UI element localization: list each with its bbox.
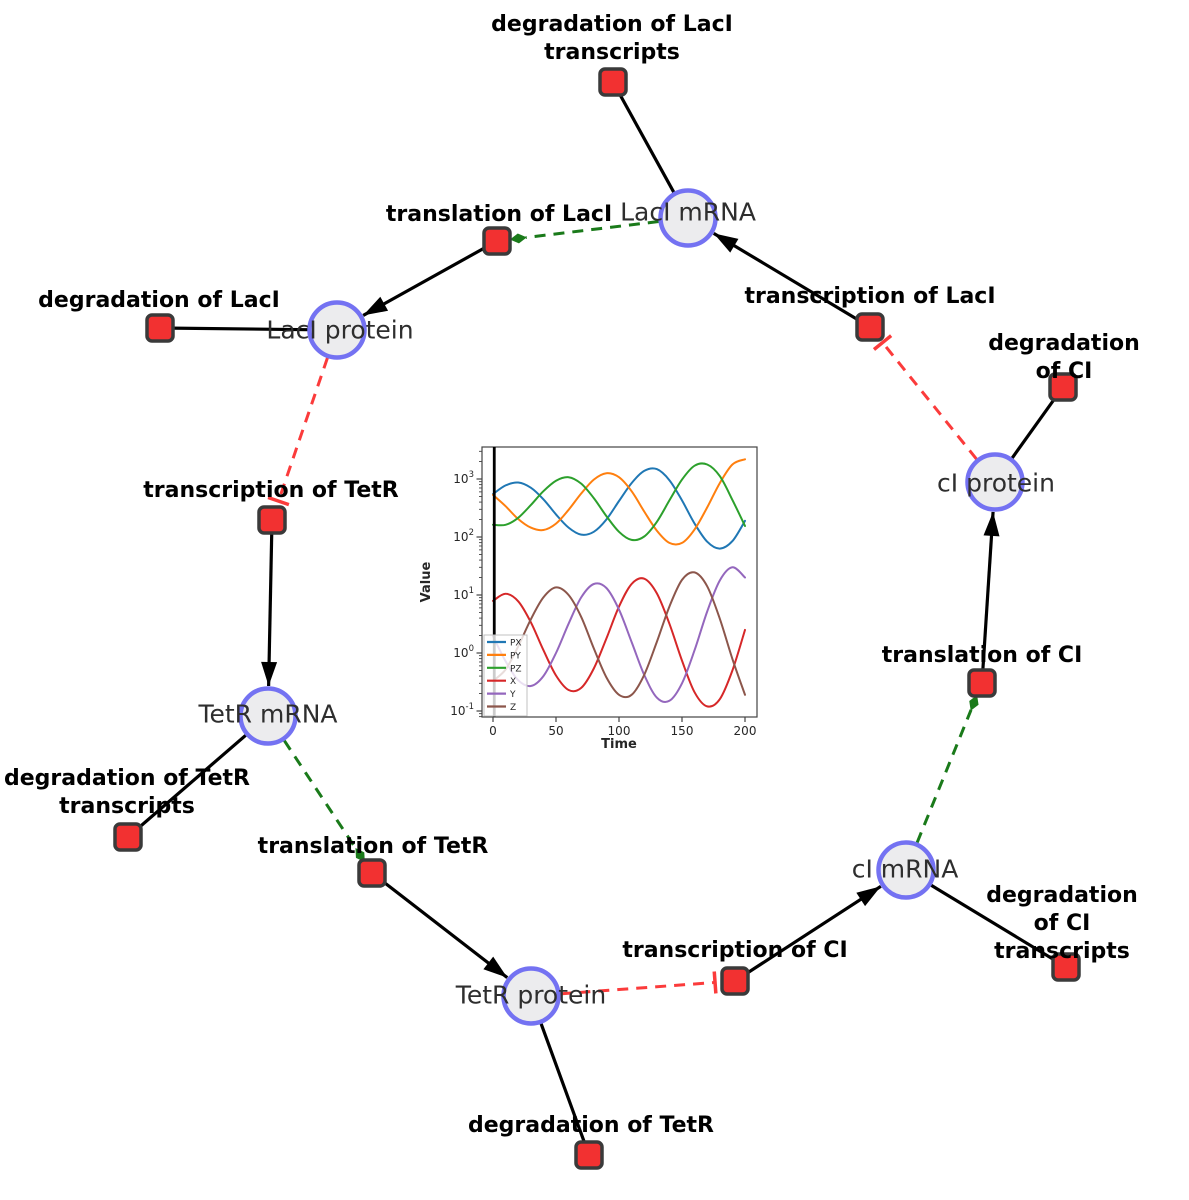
edge-product-transcription-of-tetr-to-tetr-mrna (267, 519, 274, 687)
series-PY (492, 458, 746, 546)
edge-inhibition-laci-protein-to-transcription-of-tetr-tbar (267, 495, 290, 507)
reaction-node-degradation-of-laci-transcripts (598, 67, 628, 97)
edge-product-transcription-of-tetr-to-tetr-mrna-arrowhead (261, 661, 278, 687)
edge-modifier-tetr-mrna-to-translation-of-tetr (283, 739, 358, 850)
legend-box (483, 634, 528, 717)
legend-label-Z: Z (510, 703, 516, 713)
edge-reactant-tetr-mrna-to-degradation-of-tetr-transcripts (126, 734, 247, 839)
edge-product-translation-of-laci-to-laci-protein-arrowhead (363, 296, 389, 316)
x-tick-label: 100 (608, 724, 631, 738)
x-tick-label: 200 (734, 724, 757, 738)
edge-product-transcription-of-laci-to-laci-mrna (712, 232, 871, 329)
edge-product-transcription-of-laci-to-laci-mrna-arrowhead (713, 233, 739, 253)
edge-modifier-laci-mrna-to-translation-of-laci (525, 220, 659, 240)
x-tick-label: 50 (548, 724, 563, 738)
series-PX (492, 467, 746, 550)
edge-modifier-ci-mrna-to-translation-of-ci-arrowhead (969, 695, 979, 711)
legend-label-X: X (510, 677, 516, 687)
edge-product-translation-of-ci-to-ci-protein-arrowhead (983, 511, 1000, 537)
reaction-node-degradation-of-laci (145, 313, 175, 343)
reaction-node-translation-of-laci (482, 226, 512, 256)
x-tick-label: 150 (671, 724, 694, 738)
edge-modifier-laci-mrna-to-translation-of-laci-arrowhead (509, 233, 527, 244)
species-node-ci-protein (965, 452, 1025, 512)
edge-inhibition-tetr-protein-to-transcription-of-ci (560, 980, 716, 996)
edge-reactant-ci-mrna-to-degradation-of-ci-transcripts (930, 883, 1067, 969)
legend-label-PY: PY (510, 651, 521, 661)
reaction-node-transcription-of-ci (720, 966, 750, 996)
reaction-node-translation-of-tetr (357, 858, 387, 888)
species-node-tetr-protein (501, 966, 561, 1026)
x-axis-label: Time (601, 737, 637, 752)
y-tick-label: 103 (453, 470, 474, 486)
edge-reactant-laci-mrna-to-degradation-of-laci-transcripts (611, 81, 676, 193)
reaction-node-translation-of-ci (967, 668, 997, 698)
y-tick-label: 100 (453, 644, 474, 660)
series-Z (492, 571, 746, 699)
y-tick-label: 10-1 (450, 702, 474, 718)
species-node-laci-mrna (658, 188, 718, 248)
species-node-laci-protein (307, 300, 367, 360)
chart-legend: PX PY PZ XYZ (483, 634, 528, 717)
edge-reactant-laci-protein-to-degradation-of-laci (159, 326, 308, 332)
edge-reactant-tetr-protein-to-degradation-of-tetr (539, 1023, 591, 1156)
series-PZ (492, 462, 746, 542)
edge-modifier-ci-mrna-to-translation-of-ci (915, 709, 973, 844)
y-tick-label: 102 (453, 528, 474, 544)
edge-product-translation-of-tetr-to-tetr-protein (371, 871, 509, 979)
reaction-node-transcription-of-laci (855, 312, 885, 342)
reaction-node-transcription-of-tetr (257, 505, 287, 535)
legend-label-PZ: PZ (510, 664, 522, 674)
x-tick-label: 0 (489, 724, 497, 738)
series-Y (492, 566, 746, 704)
reaction-node-degradation-of-tetr-transcripts (113, 822, 143, 852)
legend-label-PX: PX (510, 639, 522, 649)
reaction-node-degradation-of-ci-transcripts (1051, 952, 1081, 982)
edge-inhibition-ci-protein-to-transcription-of-laci-tbar (872, 334, 893, 351)
y-axis-label: Value (420, 561, 434, 602)
y-tick-label: 101 (453, 586, 474, 602)
edge-product-transcription-of-ci-to-ci-mrna (734, 884, 882, 983)
edge-product-translation-of-laci-to-laci-protein (362, 239, 498, 317)
time-series-inset-chart: Time Value 10-1 100 101 102 103 0 50 100 150 200 P… (420, 446, 758, 752)
reaction-node-degradation-of-ci (1048, 372, 1078, 402)
species-node-tetr-mrna (238, 686, 298, 746)
edge-inhibition-tetr-protein-to-transcription-of-ci-tbar (712, 971, 718, 994)
edge-inhibition-laci-protein-to-transcription-of-tetr (277, 357, 329, 502)
edge-product-transcription-of-ci-to-ci-mrna-arrowhead (856, 886, 881, 907)
edge-product-translation-of-tetr-to-tetr-protein-arrowhead (483, 956, 508, 978)
species-node-ci-mrna (876, 840, 936, 900)
edge-inhibition-ci-protein-to-transcription-of-laci (881, 341, 978, 460)
reaction-node-degradation-of-tetr (574, 1140, 604, 1170)
series-X (492, 577, 746, 708)
edge-product-translation-of-ci-to-ci-protein (980, 511, 995, 684)
legend-label-Y: Y (509, 690, 516, 700)
